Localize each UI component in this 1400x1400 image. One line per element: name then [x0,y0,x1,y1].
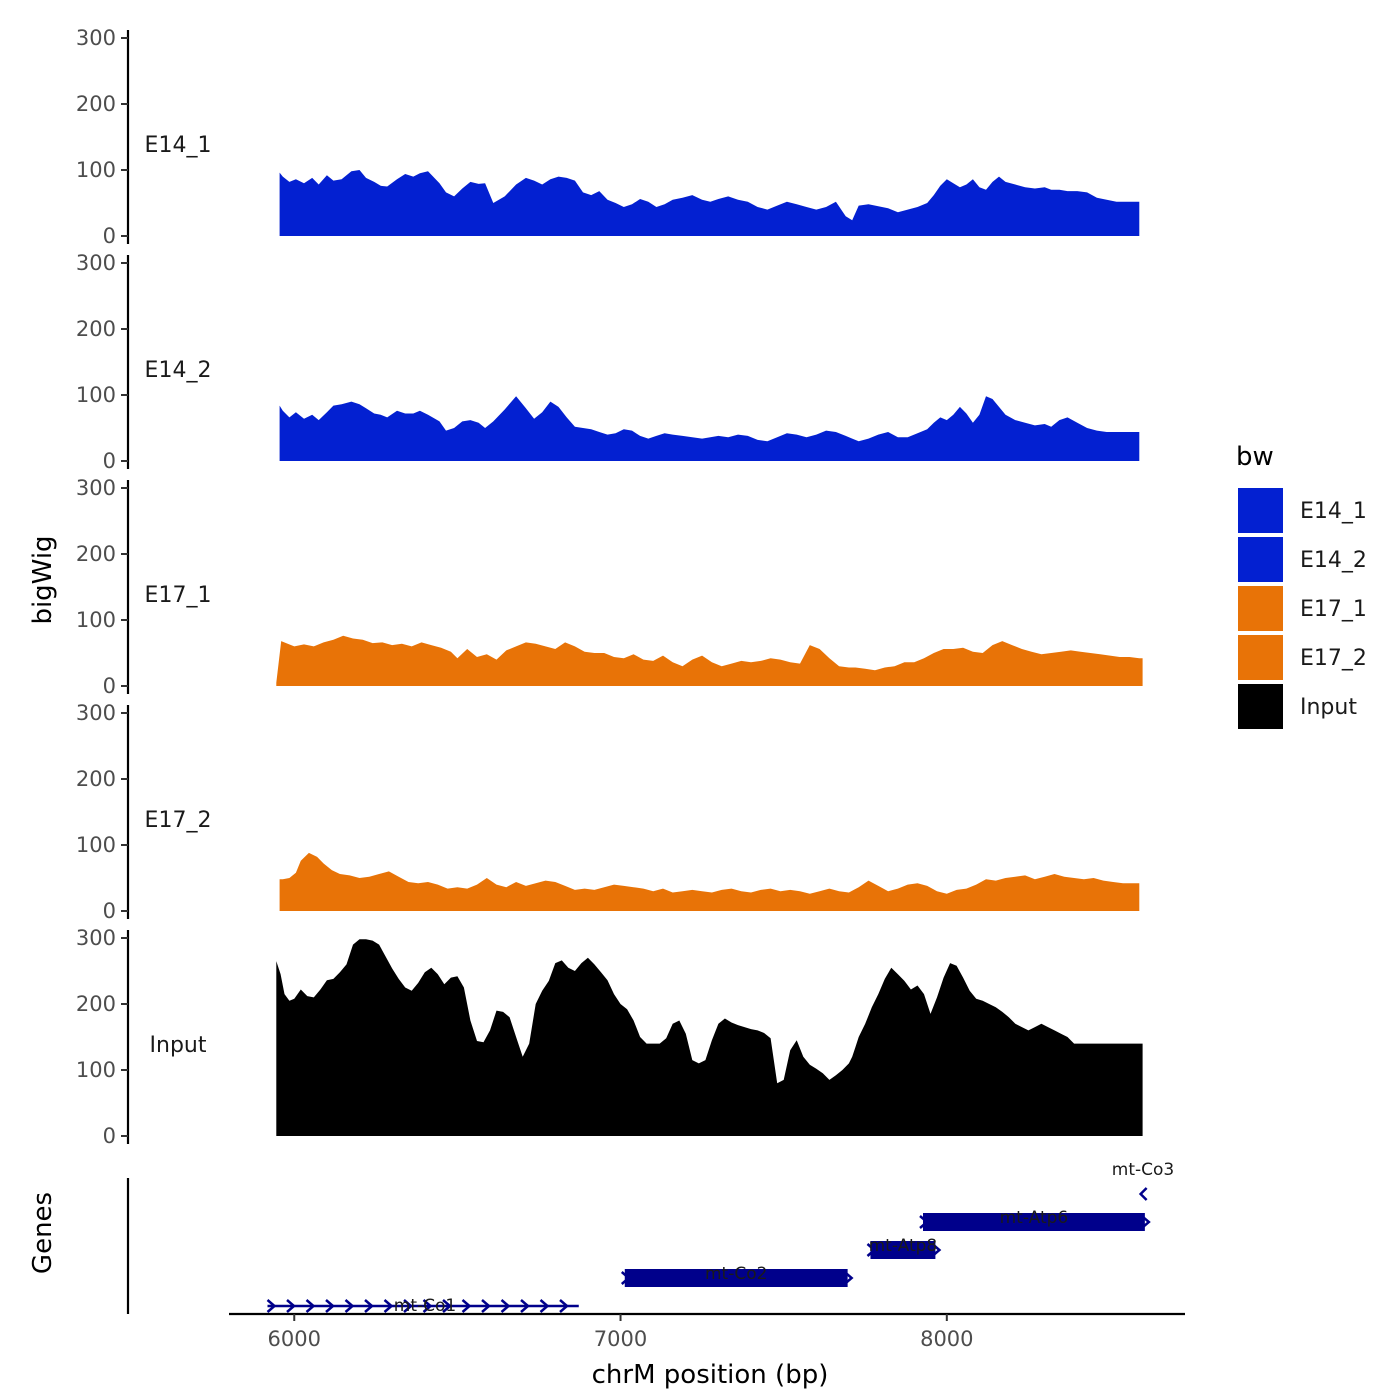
y-tick-label: 200 [76,317,116,341]
y-tick-label: 100 [76,383,116,407]
gene-track: mt-Co1 mt-Co2 mt-Atp8 mt-Atp6 mt-Co3 [126,1160,1174,1316]
strand-arrow [520,1299,530,1313]
strand-arrow [620,1271,631,1285]
gene-mt-atp6: mt-Atp6 [919,1208,1151,1231]
gene-mt-atp8: mt-Atp8 [866,1236,942,1259]
strand-arrow [843,1271,854,1285]
legend-swatch-e14_1 [1238,488,1283,533]
track-label: E17_1 [145,583,212,608]
gene-box [870,1241,936,1259]
strand-arrow [500,1299,511,1313]
strand-arrow [539,1299,550,1313]
y-tick-label: 100 [76,608,116,632]
y-tick-label: 200 [76,542,116,566]
strand-arrow [461,1299,472,1313]
track-e17_2: 0 100 200 300 E17_2 [76,701,1140,923]
legend-label: Input [1300,695,1357,720]
strand-arrow [383,1299,394,1313]
strand-arrow [286,1299,296,1313]
x-axis-title: chrM position (bp) [592,1360,829,1390]
y-axis-title-genes: Genes [28,1192,58,1274]
legend-swatch-input [1238,684,1283,729]
legend-label: E14_2 [1300,548,1367,573]
track-input: 0 100 200 300 Input [76,926,1143,1148]
legend-label: E14_1 [1300,499,1367,524]
y-tick-label: 100 [76,1058,116,1082]
strand-arrow [442,1299,452,1313]
area-input [276,939,1143,1136]
y-tick-label: 0 [103,674,116,698]
gene-label: mt-Atp8 [869,1236,938,1256]
strand-arrow [403,1299,413,1313]
x-axis: 6000 7000 8000 [229,1312,1185,1351]
gene-mt-co1: mt-Co1 [266,1296,579,1316]
track-label: Input [150,1033,207,1058]
track-e17_1: 0 100 200 300 E17_1 [76,476,1143,698]
legend-label: E17_1 [1300,597,1367,622]
y-tick-label: 100 [76,158,116,182]
area-e14_2 [279,396,1140,461]
legend-swatch-e17_1 [1238,586,1283,631]
y-tick-label: 0 [103,224,116,248]
x-tick-label: 7000 [594,1327,647,1351]
strand-arrow [1138,1187,1148,1201]
area-e17_2 [279,852,1140,911]
y-tick-label: 200 [76,767,116,791]
y-tick-label: 0 [103,449,116,473]
strand-arrow [325,1299,335,1313]
y-tick-label: 300 [76,251,116,275]
y-tick-label: 300 [76,926,116,950]
track-label: E14_1 [145,133,212,158]
y-tick-label: 300 [76,26,116,50]
track-label: E17_2 [145,808,212,833]
gene-box [624,1269,848,1287]
x-tick-label: 8000 [920,1327,973,1351]
strand-arrow [364,1299,374,1313]
y-tick-label: 300 [76,476,116,500]
legend: bw E14_1 E14_2 E17_1 E17_2 Input [1236,442,1367,729]
legend-swatch-e14_2 [1238,537,1283,582]
strand-arrow [559,1299,569,1313]
y-tick-label: 300 [76,701,116,725]
strand-arrow [481,1299,491,1313]
strand-arrow [919,1215,929,1229]
strand-arrow [305,1299,316,1313]
track-e14_2: 0 100 200 300 E14_2 [76,251,1140,473]
legend-label: E17_2 [1300,646,1367,671]
area-e14_1 [279,170,1140,236]
area-e17_1 [276,635,1143,686]
x-tick-label: 6000 [268,1327,321,1351]
y-tick-label: 200 [76,92,116,116]
strand-arrow [266,1299,277,1313]
strand-arrow [931,1243,942,1257]
y-tick-label: 0 [103,1124,116,1148]
gene-mt-co3: mt-Co3 [1112,1160,1174,1201]
bigwig-tracks: 0 100 200 300 E14_1 0 100 200 300 E14_2 0 100 200 300… [76,26,1143,1148]
strand-arrow [422,1299,433,1313]
strand-arrow [344,1299,355,1313]
gene-box [922,1213,1145,1231]
gene-mt-co2: mt-Co2 [620,1264,854,1287]
legend-title: bw [1236,442,1274,472]
y-tick-label: 0 [103,899,116,923]
gene-label: mt-Co2 [705,1264,767,1284]
strand-arrow [866,1243,877,1257]
gene-label: mt-Co1 [394,1296,456,1316]
strand-arrow [1141,1215,1151,1229]
track-e14_1: 0 100 200 300 E14_1 [76,26,1140,248]
y-tick-label: 100 [76,833,116,857]
legend-swatch-e17_2 [1238,635,1283,680]
gene-label: mt-Atp6 [1000,1208,1069,1228]
y-axis-title-bigwig: bigWig [28,535,58,624]
gene-label: mt-Co3 [1112,1160,1174,1180]
track-label: E14_2 [145,358,212,383]
y-tick-label: 200 [76,992,116,1016]
